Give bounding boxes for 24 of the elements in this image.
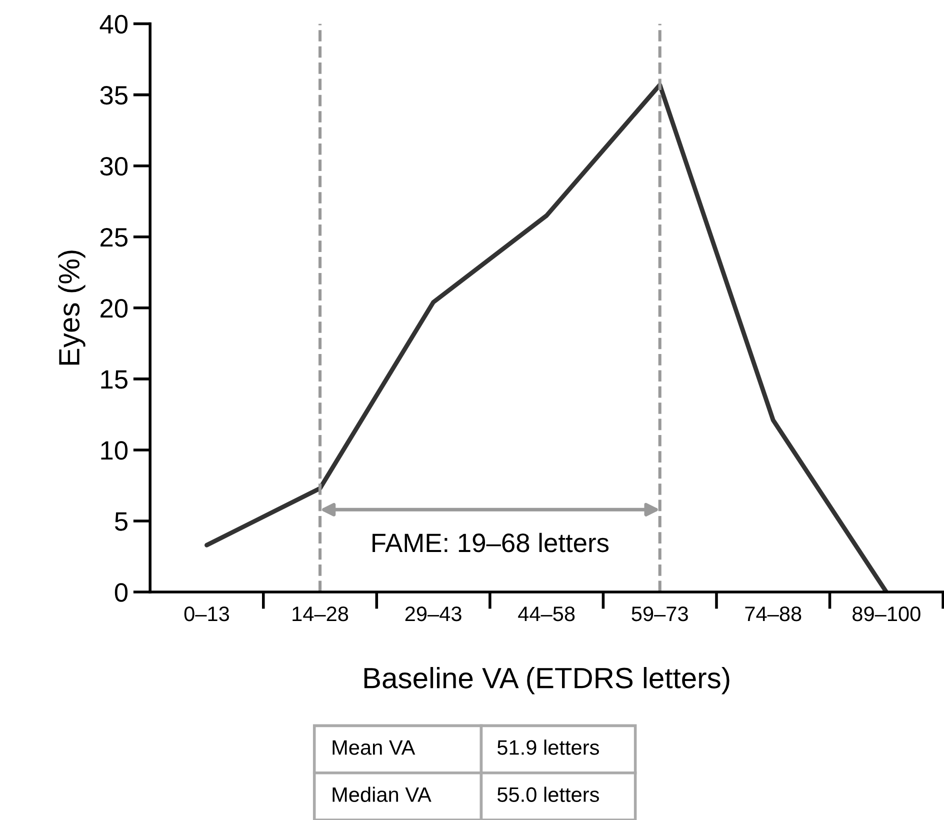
y-tick-label: 35 xyxy=(100,86,128,105)
x-tick-label: 74–88 xyxy=(745,606,802,622)
y-tick-label: 30 xyxy=(100,156,128,176)
x-tick-label: 59–73 xyxy=(632,606,688,622)
text: 51.9 letters xyxy=(497,740,599,755)
y-tick-label: 5 xyxy=(114,512,128,531)
text: Mean VA xyxy=(332,740,416,755)
x-axis-title: Baseline VA (ETDRS letters) xyxy=(364,667,730,694)
annotation: FAME: 19–68 letters xyxy=(372,532,609,552)
x-tick-label: 29–43 xyxy=(405,606,462,622)
y-axis-title: Eyes (%) xyxy=(58,250,86,365)
x-tick-label: 14–28 xyxy=(292,606,348,622)
y-tick-label: 15 xyxy=(101,370,128,389)
x-tick-label: 0–13 xyxy=(184,606,229,622)
y-tick-label: 25 xyxy=(100,228,128,247)
text: Median VA xyxy=(332,786,432,802)
y-tick-label: 40 xyxy=(100,14,128,34)
y-tick-label: 20 xyxy=(100,299,128,318)
line-series xyxy=(204,82,889,592)
y-tick-label: 0 xyxy=(114,583,128,602)
x-tick-label: 44–58 xyxy=(518,606,575,622)
y-tick-label: 10 xyxy=(101,441,128,460)
text: 55.0 letters xyxy=(497,786,599,802)
x-tick-label: 89–100 xyxy=(852,606,920,622)
